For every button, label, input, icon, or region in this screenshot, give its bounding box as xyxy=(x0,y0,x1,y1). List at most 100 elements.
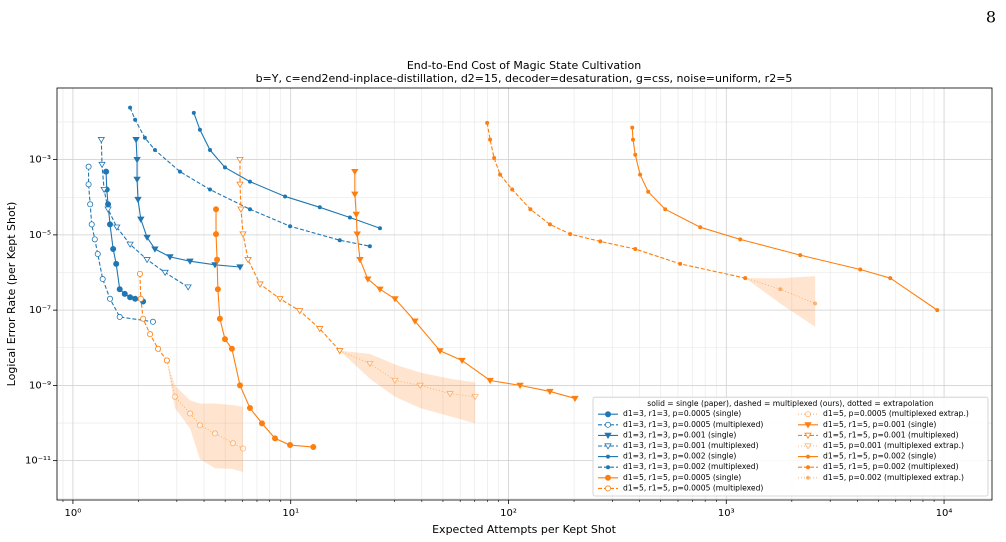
marker xyxy=(239,231,247,238)
marker xyxy=(143,257,151,264)
marker xyxy=(222,165,227,170)
marker xyxy=(132,295,139,302)
marker xyxy=(498,172,503,177)
marker xyxy=(377,226,382,231)
marker xyxy=(678,261,683,266)
marker xyxy=(171,393,178,400)
marker xyxy=(244,257,252,264)
y-tick-label: 10⁻³ xyxy=(29,155,51,166)
marker xyxy=(778,287,783,292)
legend: solid = single (paper), dashed = multipl… xyxy=(592,396,989,497)
legend-marker xyxy=(605,411,612,418)
marker xyxy=(364,276,372,283)
legend-marker xyxy=(806,475,811,480)
x-axis-label: Expected Attempts per Kept Shot xyxy=(432,523,616,536)
legend-marker xyxy=(806,465,811,470)
marker xyxy=(317,205,322,210)
marker xyxy=(351,169,359,176)
marker xyxy=(256,281,264,288)
marker xyxy=(98,161,106,169)
marker xyxy=(598,239,603,244)
plot-frame xyxy=(56,87,993,501)
marker xyxy=(143,234,151,241)
legend-marker xyxy=(606,465,611,470)
marker xyxy=(187,410,194,417)
marker xyxy=(196,422,203,429)
marker xyxy=(646,189,651,194)
marker xyxy=(127,294,134,301)
legend-title: solid = single (paper), dashed = multipl… xyxy=(647,399,934,408)
marker xyxy=(211,262,219,269)
marker xyxy=(858,267,863,272)
marker xyxy=(100,186,108,194)
marker xyxy=(85,181,92,188)
marker xyxy=(798,253,803,258)
legend-label: d1=3, r1=3, p=0.001 (multiplexed) xyxy=(623,441,759,450)
series-line xyxy=(486,122,746,279)
marker xyxy=(276,296,284,303)
marker xyxy=(411,318,419,325)
marker xyxy=(191,110,196,115)
marker xyxy=(367,244,372,249)
marker xyxy=(166,254,174,261)
marker xyxy=(126,241,134,248)
legend-label: d1=5, r1=5, p=0.002 (single) xyxy=(823,452,936,461)
legend-label: d1=3, r1=3, p=0.0005 (multiplexed) xyxy=(623,420,763,429)
marker xyxy=(113,260,120,267)
legend-marker xyxy=(804,422,812,429)
marker xyxy=(103,168,110,175)
marker xyxy=(416,382,424,389)
legend-label: d1=3, r1=3, p=0.0005 (single) xyxy=(623,409,741,418)
marker xyxy=(630,125,635,130)
marker xyxy=(140,315,147,322)
marker xyxy=(149,318,156,325)
x-tick-label: 10⁰ xyxy=(65,508,82,519)
marker xyxy=(347,215,352,220)
x-tick-label: 10⁴ xyxy=(936,508,953,519)
marker xyxy=(546,388,554,396)
marker xyxy=(132,137,140,144)
marker xyxy=(91,236,98,243)
legend-marker xyxy=(605,485,612,492)
marker xyxy=(310,444,317,451)
marker xyxy=(151,246,159,253)
marker xyxy=(391,296,399,303)
marker xyxy=(99,276,106,283)
marker xyxy=(94,251,101,258)
marker xyxy=(356,257,364,264)
legend-label: d1=5, r1=5, p=0.001 (multiplexed) xyxy=(823,430,959,439)
legend-label: d1=5, p=0.002 (multiplexed extrap.) xyxy=(823,473,964,482)
marker xyxy=(391,377,399,385)
legend-marker xyxy=(804,432,812,439)
marker xyxy=(287,442,294,449)
marker xyxy=(147,331,154,338)
marker xyxy=(213,206,220,213)
legend-label: d1=3, r1=3, p=0.002 (multiplexed) xyxy=(623,462,759,471)
y-tick-label: 10⁻¹¹ xyxy=(25,456,51,467)
series-line xyxy=(631,127,938,311)
marker xyxy=(446,391,454,398)
chart-title: End-to-End Cost of Magic State Cultivati… xyxy=(407,59,641,72)
marker xyxy=(258,420,265,427)
marker xyxy=(631,137,636,142)
marker xyxy=(163,357,170,364)
marker xyxy=(228,345,235,352)
marker xyxy=(236,157,244,164)
y-axis-label: Logical Error Rate (per Kept Shot) xyxy=(5,202,18,387)
marker xyxy=(351,191,359,198)
series-line xyxy=(135,139,241,268)
marker xyxy=(283,194,288,199)
marker xyxy=(813,301,818,306)
marker xyxy=(208,148,213,153)
legend-marker xyxy=(605,474,612,481)
marker xyxy=(571,395,579,403)
marker xyxy=(137,216,145,223)
marker xyxy=(352,211,360,218)
marker xyxy=(107,221,114,228)
uncertainty-band xyxy=(745,276,816,327)
marker xyxy=(528,207,533,212)
marker xyxy=(134,196,142,204)
marker xyxy=(186,258,194,265)
marker xyxy=(133,157,141,164)
marker xyxy=(663,207,668,212)
